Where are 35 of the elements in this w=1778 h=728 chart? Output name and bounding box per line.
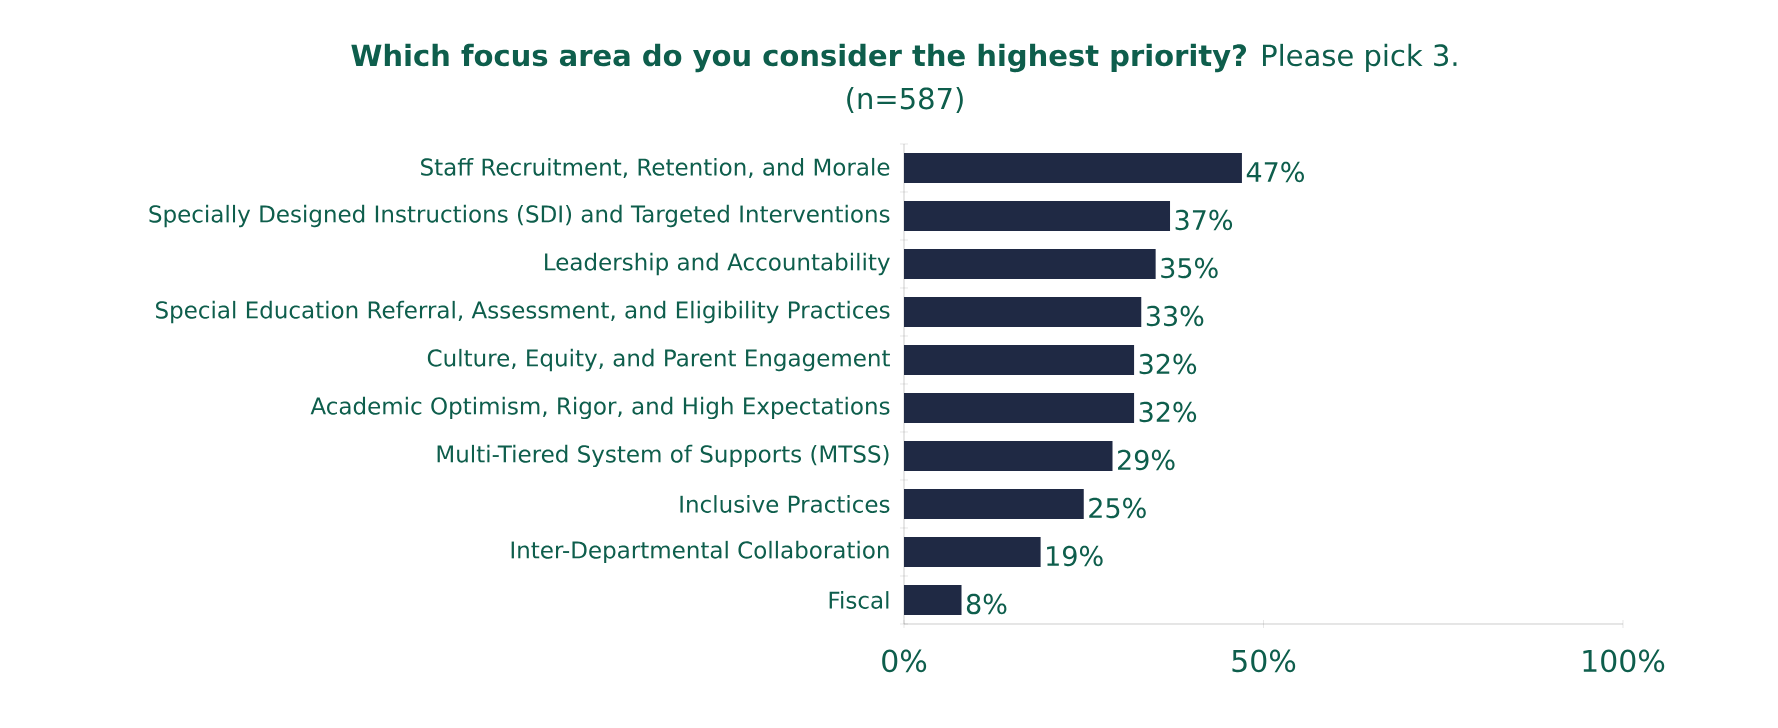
data-label: 32% — [1139, 353, 1197, 375]
data-label: 19% — [1047, 545, 1103, 567]
y-tick-label: Fiscal — [829, 591, 889, 609]
data-label: 35% — [1161, 257, 1218, 279]
data-label: 25% — [1089, 497, 1146, 519]
x-tick-label: 50% — [1232, 649, 1296, 673]
y-tick-label: Inter-Departmental Collaboration — [511, 540, 889, 564]
y-tick-label: Multi-Tiered System of Supports (MTSS) — [437, 444, 889, 468]
x-tick-label: 100% — [1583, 649, 1665, 673]
y-tick-label: Academic Optimism, Rigor, and High Expectations — [310, 396, 890, 420]
data-label: 37% — [1175, 209, 1233, 231]
data-label: 47% — [1246, 161, 1304, 183]
bar — [904, 249, 1156, 279]
data-label: 33% — [1146, 305, 1204, 327]
bar — [904, 345, 1135, 375]
chart-title: Which focus area do you consider the highest priority? Please pick 3. — [351, 43, 1457, 73]
bar — [904, 393, 1135, 423]
bar — [904, 153, 1242, 183]
bar — [904, 297, 1142, 327]
data-label: 32% — [1139, 401, 1197, 423]
y-tick-label: Inclusive Practices — [680, 495, 890, 513]
x-tick-label: 0% — [882, 649, 927, 673]
bar — [904, 201, 1171, 231]
bar — [904, 441, 1113, 471]
y-tick-label: Special Education Referral, Assessment, and Eligibility Practices — [156, 300, 890, 324]
chart-subtitle: (n=587) — [847, 87, 963, 113]
bar — [904, 489, 1084, 519]
data-label: 8% — [966, 593, 1007, 615]
bar — [904, 584, 962, 615]
y-tick-label: Culture, Equity, and Parent Engagement — [427, 348, 890, 372]
bar — [904, 536, 1041, 567]
data-label: 29% — [1118, 449, 1175, 471]
y-tick-label: Staff Recruitment, Retention, and Morale — [421, 157, 890, 179]
y-tick-label: Leadership and Accountability — [545, 252, 890, 276]
y-tick-label: Specially Designed Instructions (SDI) and Targeted Interventions — [149, 204, 890, 228]
